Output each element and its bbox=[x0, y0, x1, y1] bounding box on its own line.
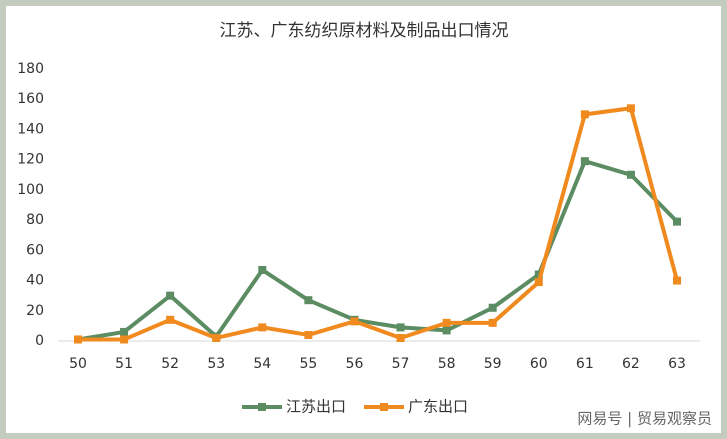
point-marker bbox=[258, 323, 267, 332]
point-marker bbox=[673, 217, 681, 226]
panel bbox=[6, 6, 721, 433]
x-tick-label: 62 bbox=[622, 356, 640, 372]
point-marker bbox=[304, 296, 313, 305]
x-tick-label: 50 bbox=[69, 356, 87, 372]
point-marker bbox=[350, 317, 359, 326]
x-tick-label: 51 bbox=[115, 356, 133, 372]
legend-label: 广东出口 bbox=[408, 398, 468, 416]
x-tick-label: 58 bbox=[438, 356, 456, 372]
point-marker bbox=[626, 170, 635, 179]
y-tick-label: 160 bbox=[17, 91, 44, 107]
point-marker bbox=[580, 157, 589, 166]
point-marker bbox=[212, 333, 221, 342]
point-marker bbox=[166, 315, 175, 324]
point-marker bbox=[120, 327, 129, 336]
point-marker bbox=[120, 335, 129, 344]
point-marker bbox=[396, 323, 405, 332]
legend-marker bbox=[258, 403, 266, 411]
chart-title: 江苏、广东纺织原材料及制品出口情况 bbox=[220, 21, 509, 41]
y-tick-label: 180 bbox=[17, 61, 44, 77]
legend-marker bbox=[380, 403, 388, 411]
x-tick-label: 57 bbox=[392, 356, 410, 372]
x-tick-label: 61 bbox=[576, 356, 594, 372]
y-tick-label: 40 bbox=[26, 273, 44, 289]
point-marker bbox=[534, 278, 543, 287]
series-line bbox=[77, 159, 679, 342]
point-marker bbox=[488, 303, 497, 312]
point-marker bbox=[534, 270, 543, 279]
y-tick-label: 100 bbox=[17, 182, 44, 198]
legend-label: 江苏出口 bbox=[286, 398, 346, 416]
point-marker bbox=[673, 276, 681, 285]
y-tick-label: 0 bbox=[35, 333, 44, 349]
y-tick-label: 20 bbox=[26, 303, 44, 319]
x-tick-label: 63 bbox=[668, 356, 686, 372]
point-marker bbox=[304, 330, 313, 339]
point-marker bbox=[258, 265, 267, 274]
point-marker bbox=[442, 326, 451, 335]
point-marker bbox=[488, 318, 497, 327]
series-line bbox=[78, 106, 679, 342]
point-marker bbox=[166, 291, 175, 300]
point-marker bbox=[626, 104, 635, 113]
x-tick-label: 56 bbox=[346, 356, 364, 372]
point-marker bbox=[442, 318, 451, 327]
x-tick-label: 55 bbox=[299, 356, 317, 372]
x-tick-label: 52 bbox=[161, 356, 179, 372]
y-tick-label: 120 bbox=[17, 152, 44, 168]
point-marker bbox=[396, 333, 405, 342]
point-marker bbox=[74, 335, 82, 344]
point-marker bbox=[580, 110, 589, 119]
x-tick-label: 54 bbox=[253, 356, 271, 372]
y-tick-label: 140 bbox=[17, 121, 44, 137]
x-tick-label: 60 bbox=[530, 356, 548, 372]
watermark: 网易号 | 贸易观察员 bbox=[577, 410, 712, 428]
y-tick-label: 80 bbox=[26, 212, 44, 228]
x-tick-label: 53 bbox=[207, 356, 225, 372]
x-tick-label: 59 bbox=[484, 356, 502, 372]
y-tick-label: 60 bbox=[26, 242, 44, 258]
